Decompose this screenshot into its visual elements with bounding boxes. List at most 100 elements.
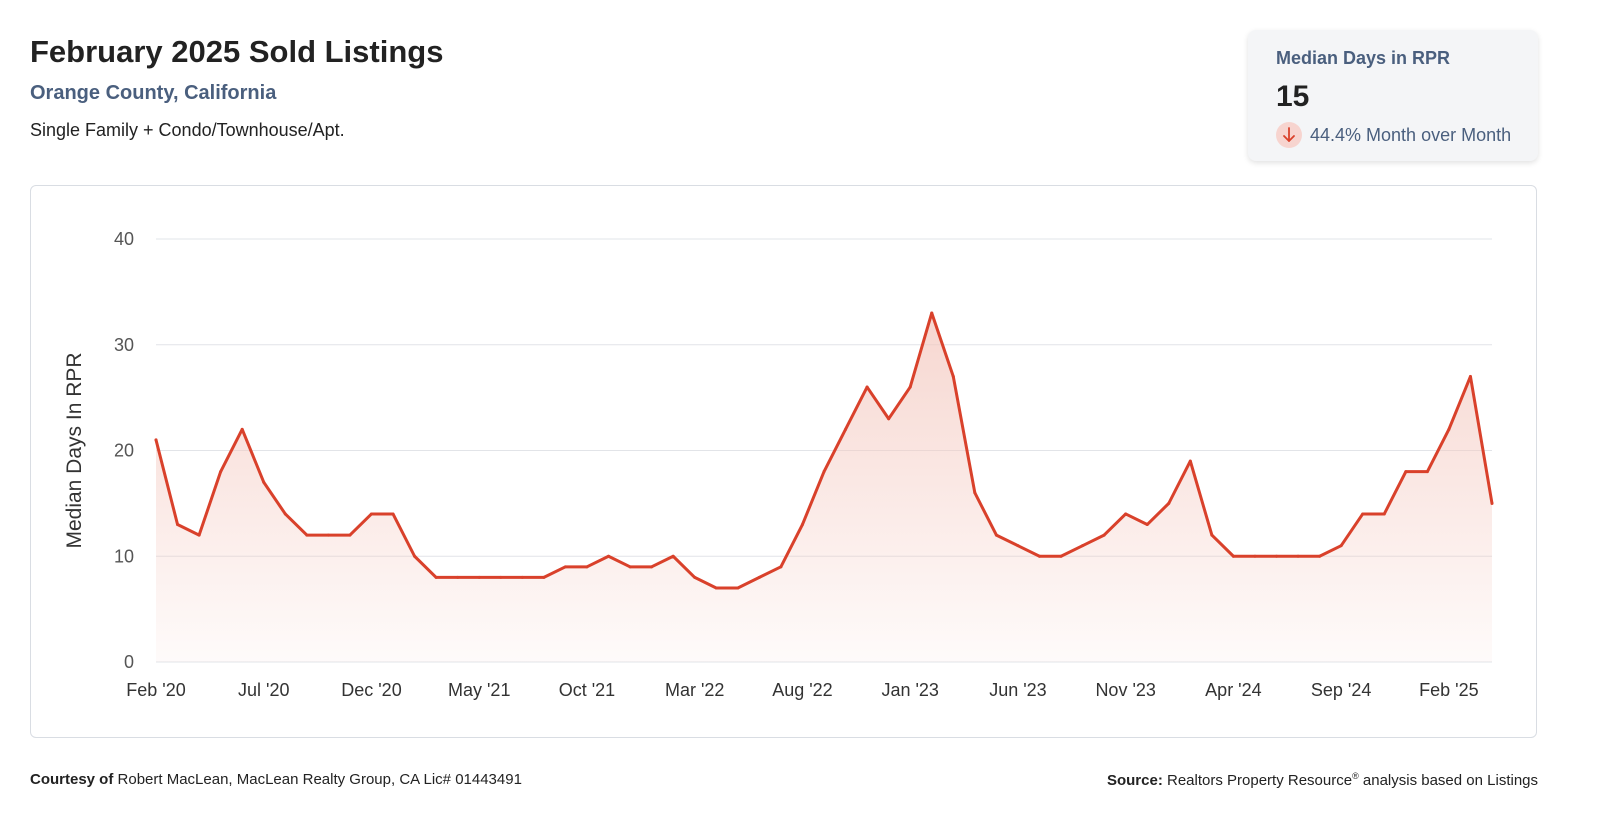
y-tick-label: 0	[124, 652, 134, 672]
data-point	[973, 491, 977, 495]
data-point	[542, 575, 546, 579]
data-point	[1037, 554, 1041, 558]
data-point	[305, 533, 309, 537]
data-point	[628, 565, 632, 569]
location-subtitle: Orange County, California	[30, 82, 277, 104]
data-point	[865, 385, 869, 389]
data-point	[240, 427, 244, 431]
data-point	[413, 554, 417, 558]
data-point	[994, 533, 998, 537]
data-point	[779, 565, 783, 569]
data-point	[197, 533, 201, 537]
data-point	[1081, 544, 1085, 548]
data-point	[800, 523, 804, 527]
data-point	[650, 565, 654, 569]
source-text: analysis based on Listings	[1362, 772, 1538, 789]
data-point	[1468, 374, 1472, 378]
kpi-change: 44.4% Month over Month	[1276, 122, 1511, 148]
x-tick-label: Jun '23	[989, 680, 1046, 700]
median-days-chart: 0 10 20 30 40 Median Days In RPR Feb '20 Jul '2…	[63, 229, 1494, 700]
data-point	[369, 512, 373, 516]
data-point	[757, 575, 761, 579]
data-point	[1490, 501, 1494, 505]
data-point	[1231, 554, 1235, 558]
data-point	[607, 554, 611, 558]
data-point	[1318, 554, 1322, 558]
y-tick-label: 30	[114, 335, 134, 355]
x-tick-label: Apr '24	[1205, 680, 1261, 700]
x-tick-label: Mar '22	[665, 680, 724, 700]
data-point	[908, 385, 912, 389]
data-point	[262, 480, 266, 484]
x-tick-label: Sep '24	[1311, 680, 1372, 700]
kpi-value: 15	[1276, 80, 1310, 113]
data-point	[154, 438, 158, 442]
data-point	[1425, 470, 1429, 474]
chart-container: 0 10 20 30 40 Median Days In RPR Feb '20 Jul '2…	[30, 185, 1537, 738]
data-point	[1210, 533, 1214, 537]
data-point	[1167, 501, 1171, 505]
property-type-description: Single Family + Condo/Townhouse/Apt.	[30, 120, 345, 140]
x-tick-label: Aug '22	[772, 680, 833, 700]
data-point	[1382, 512, 1386, 516]
data-point	[1253, 554, 1257, 558]
kpi-change-text: 44.4% Month over Month	[1310, 124, 1512, 145]
data-point	[1102, 533, 1106, 537]
kpi-label: Median Days in RPR	[1276, 48, 1451, 68]
data-point	[951, 374, 955, 378]
data-point	[176, 523, 180, 527]
data-point	[219, 470, 223, 474]
source-label: Source:	[1106, 772, 1163, 789]
data-point	[671, 554, 675, 558]
page-title: February 2025 Sold Listings	[30, 34, 444, 69]
data-point	[1296, 554, 1300, 558]
data-point	[822, 470, 826, 474]
data-point	[844, 427, 848, 431]
y-tick-label: 40	[114, 229, 134, 249]
x-tick-label: Oct '21	[559, 680, 615, 700]
courtesy-label: Courtesy of	[30, 771, 114, 788]
source-footer: Source: Realtors Property Resource® anal…	[1107, 771, 1538, 789]
x-tick-label: Feb '25	[1419, 680, 1478, 700]
series-area	[156, 313, 1492, 662]
data-point	[520, 575, 524, 579]
registered-mark: ®	[1352, 771, 1359, 781]
courtesy-footer: Courtesy of Robert MacLean, MacLean Real…	[30, 771, 522, 788]
data-point	[283, 512, 287, 516]
data-point	[1016, 544, 1020, 548]
data-point	[348, 533, 352, 537]
x-tick-label: Jan '23	[881, 680, 938, 700]
data-point	[434, 575, 438, 579]
y-axis-label: Median Days In RPR	[63, 352, 86, 548]
data-point	[326, 533, 330, 537]
data-point	[714, 586, 718, 590]
data-point	[391, 512, 395, 516]
data-point	[1361, 512, 1365, 516]
source-name: Realtors Property Resource	[1167, 772, 1353, 789]
median-days-kpi-card: Median Days in RPR 15 44.4% Month over M…	[1248, 30, 1538, 161]
x-tick-label: May '21	[448, 680, 510, 700]
data-point	[887, 417, 891, 421]
data-point	[1339, 544, 1343, 548]
data-point	[930, 311, 934, 315]
data-point	[1145, 523, 1149, 527]
data-point	[499, 575, 503, 579]
x-tick-label: Nov '23	[1095, 680, 1155, 700]
data-point	[585, 565, 589, 569]
data-point	[693, 575, 697, 579]
data-point	[477, 575, 481, 579]
arrow-down-icon	[1276, 122, 1302, 148]
x-tick-label: Feb '20	[126, 680, 185, 700]
x-tick-label: Jul '20	[238, 680, 289, 700]
data-point	[1275, 554, 1279, 558]
data-point	[736, 586, 740, 590]
x-tick-label: Dec '20	[341, 680, 401, 700]
data-point	[1124, 512, 1128, 516]
data-point	[1404, 470, 1408, 474]
data-point	[1188, 459, 1192, 463]
courtesy-text: Robert MacLean, MacLean Realty Group, CA…	[117, 771, 522, 788]
data-point	[1447, 427, 1451, 431]
y-tick-label: 10	[114, 546, 134, 566]
y-tick-label: 20	[114, 441, 134, 461]
data-point	[563, 565, 567, 569]
